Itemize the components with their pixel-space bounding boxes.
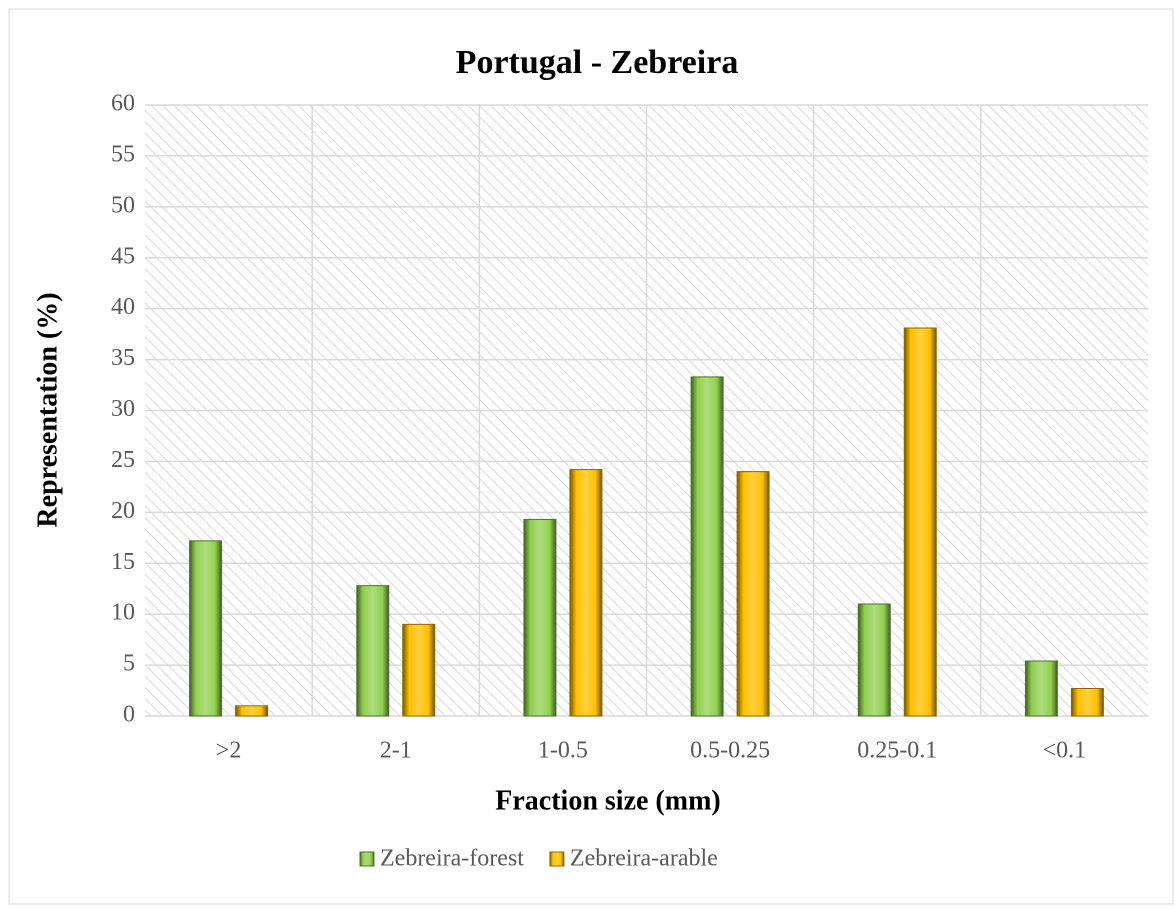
bar	[569, 469, 603, 717]
legend-marker	[549, 851, 565, 867]
x-tick-label: >2	[216, 738, 242, 764]
y-tick-label: 50	[111, 192, 135, 218]
bar	[1024, 660, 1058, 717]
y-tick-label: 40	[111, 294, 135, 320]
x-tick-label: 2-1	[380, 738, 412, 764]
x-tick-label: 1-0.5	[538, 738, 588, 764]
y-tick-label: 45	[111, 243, 135, 269]
bar	[356, 585, 390, 717]
bar	[690, 376, 724, 717]
bar	[189, 540, 223, 717]
x-tick-label: 0.5-0.25	[690, 738, 770, 764]
y-tick-label: 15	[111, 549, 135, 575]
y-tick-label: 0	[123, 702, 135, 728]
y-tick-label: 10	[111, 600, 135, 626]
y-tick-label: 35	[111, 345, 135, 371]
y-tick-label: 60	[111, 91, 135, 117]
x-tick-label: <0.1	[1043, 738, 1087, 764]
bar	[235, 705, 269, 717]
y-axis-label: Representation (%)	[32, 292, 63, 527]
y-tick-label: 30	[111, 396, 135, 422]
bar	[402, 623, 436, 717]
y-tick-label: 20	[111, 498, 135, 524]
y-tick-label: 25	[111, 447, 135, 473]
bar	[903, 327, 937, 717]
bar	[1070, 688, 1104, 717]
legend-label: Zebreira-arable	[570, 846, 718, 872]
y-tick-label: 55	[111, 141, 135, 167]
legend-marker	[359, 851, 375, 867]
bar	[857, 603, 891, 717]
chart-title: Portugal - Zebreira	[456, 44, 739, 81]
y-tick-label: 5	[123, 651, 135, 677]
bar	[523, 518, 557, 717]
x-tick-label: 0.25-0.1	[857, 738, 937, 764]
x-axis-label: Fraction size (mm)	[495, 785, 720, 816]
bar	[736, 471, 770, 717]
legend-label: Zebreira-forest	[380, 846, 524, 872]
